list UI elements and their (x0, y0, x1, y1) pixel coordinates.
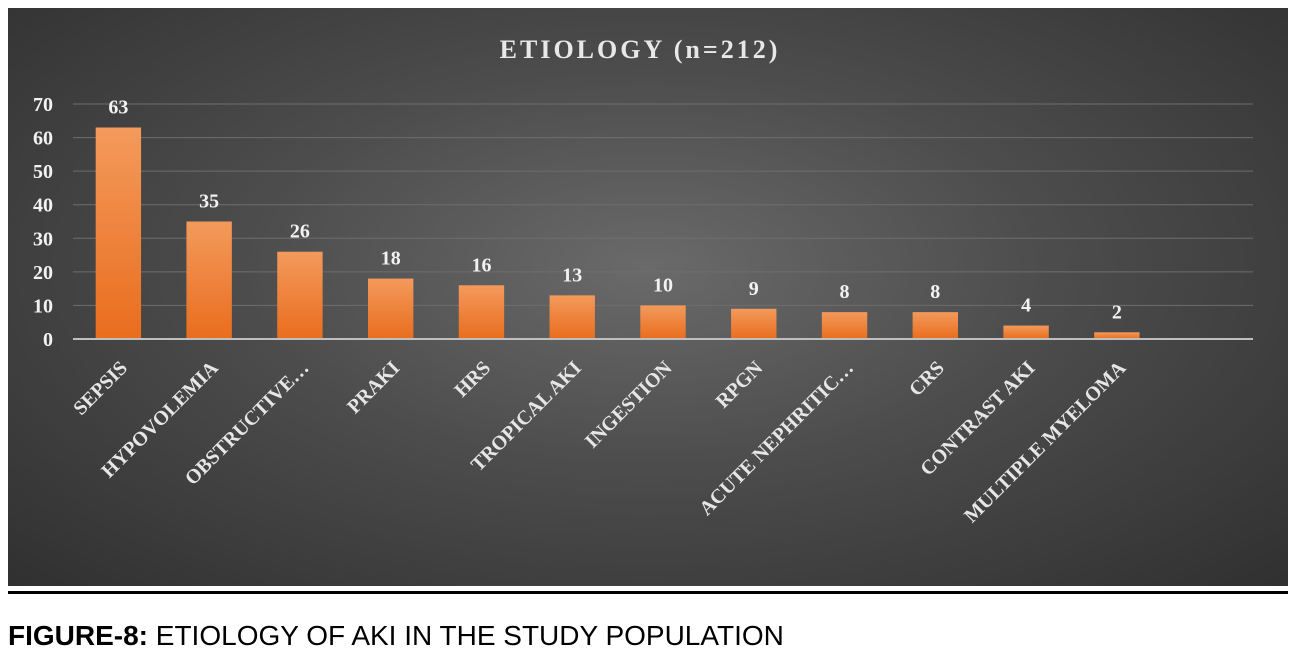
data-label: 16 (471, 254, 491, 276)
y-tick-label: 30 (33, 228, 53, 250)
y-tick-label: 10 (33, 295, 53, 317)
y-tick-label: 40 (33, 195, 53, 217)
data-label: 2 (1112, 301, 1122, 323)
data-label: 35 (199, 191, 219, 213)
chart-panel: ETIOLOGY (n=212) 0 10 20 30 40 50 60 70 63 35 26 1… (8, 8, 1288, 586)
bar (549, 295, 595, 339)
data-label: 26 (290, 221, 310, 243)
data-labels: 63 35 26 18 16 13 10 9 8 8 4 2 (108, 97, 1121, 324)
y-tick-label: 20 (33, 262, 53, 284)
data-label: 63 (108, 97, 128, 119)
y-axis-ticks: 0 10 20 30 40 50 60 70 (33, 94, 53, 351)
bar-chart: ETIOLOGY (n=212) 0 10 20 30 40 50 60 70 63 35 26 1… (33, 35, 1253, 528)
chart-title: ETIOLOGY (n=212) (500, 35, 781, 64)
y-tick-label: 0 (43, 329, 53, 351)
bar (912, 312, 958, 339)
bar (1003, 325, 1049, 339)
bar (368, 278, 414, 339)
data-label: 4 (1021, 295, 1031, 317)
x-tick-label: MULTIPLE MYELOMA (960, 357, 1131, 528)
bar (186, 221, 232, 339)
bar (731, 308, 777, 339)
x-tick-label: ACUTE NEPHRITIC… (695, 357, 858, 520)
data-label: 9 (749, 278, 759, 300)
bar (1094, 332, 1140, 339)
x-tick-label: HRS (450, 357, 495, 402)
bar (821, 312, 868, 339)
gridlines (73, 103, 1253, 306)
bar (95, 127, 142, 339)
x-tick-label: INGESTION (581, 357, 677, 453)
data-label: 10 (653, 274, 673, 296)
bar (640, 305, 686, 339)
caption-text: ETIOLOGY OF AKI IN THE STUDY POPULATION (148, 620, 784, 651)
caption-label: FIGURE-8: (8, 620, 148, 651)
x-tick-label: PRAKI (343, 357, 404, 418)
x-tick-label: RPGN (712, 357, 768, 413)
data-label: 8 (840, 281, 850, 303)
bar (277, 251, 323, 339)
caption-divider (8, 591, 1288, 594)
y-tick-label: 60 (33, 128, 53, 150)
y-tick-label: 50 (33, 161, 53, 183)
data-label: 8 (930, 281, 940, 303)
data-label: 18 (381, 248, 401, 270)
y-tick-label: 70 (33, 94, 53, 116)
x-tick-label: SEPSIS (69, 357, 132, 420)
bar (458, 285, 505, 339)
data-label: 13 (562, 264, 582, 286)
figure-caption: FIGURE-8: ETIOLOGY OF AKI IN THE STUDY P… (8, 620, 784, 652)
bars (95, 127, 1140, 339)
x-tick-label: CRS (905, 357, 949, 401)
